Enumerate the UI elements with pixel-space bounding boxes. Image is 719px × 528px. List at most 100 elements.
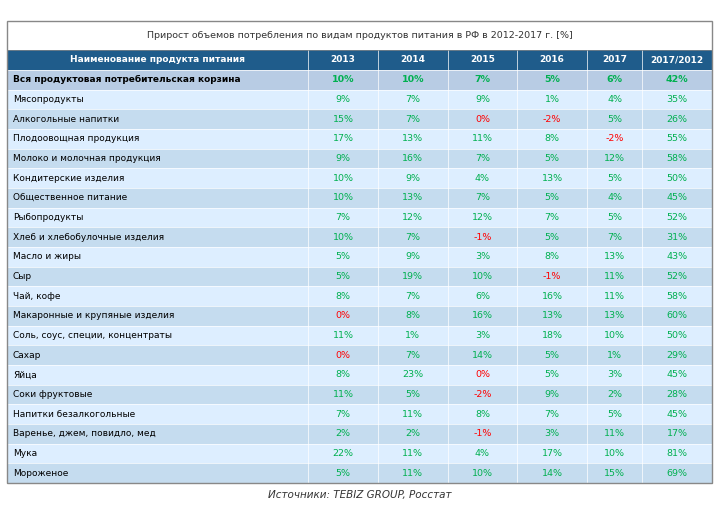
Text: 45%: 45% [667, 193, 687, 202]
Text: 15%: 15% [332, 115, 354, 124]
Text: 60%: 60% [667, 312, 687, 320]
Text: Соль, соус, специи, концентраты: Соль, соус, специи, концентраты [13, 331, 172, 340]
Text: 7%: 7% [545, 213, 559, 222]
Text: 17%: 17% [332, 134, 354, 143]
Text: Мороженое: Мороженое [13, 469, 68, 478]
Text: 42%: 42% [666, 75, 688, 84]
Text: 5%: 5% [544, 75, 560, 84]
Text: 9%: 9% [336, 154, 350, 163]
Text: 11%: 11% [332, 390, 354, 399]
Text: 5%: 5% [406, 390, 420, 399]
Text: Источники: TEBIZ GROUP, Росстат: Источники: TEBIZ GROUP, Росстат [267, 490, 452, 500]
Text: Плодоовощная продукция: Плодоовощная продукция [13, 134, 139, 143]
Text: 12%: 12% [402, 213, 423, 222]
Text: 10%: 10% [332, 193, 354, 202]
Text: Общественное питание: Общественное питание [13, 193, 127, 202]
Text: 9%: 9% [475, 95, 490, 104]
Text: Напитки безалкогольные: Напитки безалкогольные [13, 410, 135, 419]
Text: 6%: 6% [475, 291, 490, 300]
Bar [7, 227, 712, 247]
Text: 3%: 3% [607, 370, 622, 380]
Text: 13%: 13% [604, 252, 625, 261]
Text: 11%: 11% [472, 134, 493, 143]
Text: 8%: 8% [336, 291, 350, 300]
Text: Алкогольные напитки: Алкогольные напитки [13, 115, 119, 124]
Text: Яйца: Яйца [13, 370, 37, 380]
Text: 10%: 10% [472, 469, 493, 478]
Text: Молоко и молочная продукция: Молоко и молочная продукция [13, 154, 160, 163]
Text: 7%: 7% [475, 193, 490, 202]
Text: -1%: -1% [473, 429, 492, 438]
Text: 15%: 15% [604, 469, 625, 478]
Text: 11%: 11% [402, 469, 423, 478]
Text: 16%: 16% [541, 291, 563, 300]
Bar [7, 148, 712, 168]
Bar [7, 483, 712, 507]
Bar [7, 286, 712, 306]
Text: Мука: Мука [13, 449, 37, 458]
Bar [7, 444, 712, 464]
Text: -1%: -1% [543, 272, 562, 281]
Text: 58%: 58% [667, 291, 687, 300]
Bar [7, 208, 712, 227]
Text: 2015: 2015 [470, 55, 495, 64]
Text: 18%: 18% [541, 331, 563, 340]
Text: 2013: 2013 [331, 55, 355, 64]
Text: 8%: 8% [545, 252, 559, 261]
Text: 14%: 14% [472, 351, 493, 360]
Bar [7, 306, 712, 326]
Text: 14%: 14% [541, 469, 563, 478]
Text: 10%: 10% [472, 272, 493, 281]
Text: Прирост объемов потребления по видам продуктов питания в РФ в 2012-2017 г. [%]: Прирост объемов потребления по видам про… [147, 31, 572, 40]
Text: Мясопродукты: Мясопродукты [13, 95, 83, 104]
Bar [7, 247, 712, 267]
Text: 5%: 5% [607, 174, 622, 183]
Text: 5%: 5% [336, 252, 350, 261]
Text: 7%: 7% [406, 291, 420, 300]
Bar [7, 326, 712, 345]
Text: 35%: 35% [667, 95, 687, 104]
Text: 10%: 10% [331, 75, 354, 84]
Text: -1%: -1% [473, 233, 492, 242]
Text: 81%: 81% [667, 449, 687, 458]
Text: 9%: 9% [406, 252, 420, 261]
Text: 11%: 11% [402, 410, 423, 419]
Text: 43%: 43% [667, 252, 687, 261]
Text: 17%: 17% [541, 449, 563, 458]
Text: Варенье, джем, повидло, мед: Варенье, джем, повидло, мед [13, 429, 156, 438]
Text: 19%: 19% [402, 272, 423, 281]
Text: 2017: 2017 [602, 55, 627, 64]
Text: 2%: 2% [607, 390, 622, 399]
Text: Наименование продукта питания: Наименование продукта питания [70, 55, 245, 64]
Text: 22%: 22% [332, 449, 354, 458]
Text: 9%: 9% [406, 174, 420, 183]
Text: Кондитерские изделия: Кондитерские изделия [13, 174, 124, 183]
Text: 3%: 3% [544, 429, 559, 438]
Text: 9%: 9% [336, 95, 350, 104]
Text: 5%: 5% [336, 272, 350, 281]
Bar [7, 345, 712, 365]
Bar [7, 404, 712, 424]
Text: 1%: 1% [406, 331, 420, 340]
Text: -2%: -2% [605, 134, 624, 143]
Text: Рыбопродукты: Рыбопродукты [13, 213, 83, 222]
Text: 16%: 16% [402, 154, 423, 163]
Text: 7%: 7% [406, 233, 420, 242]
Text: 8%: 8% [475, 410, 490, 419]
Text: 0%: 0% [475, 115, 490, 124]
Bar [7, 70, 712, 90]
Text: 13%: 13% [541, 312, 563, 320]
Text: 6%: 6% [607, 75, 623, 84]
Text: 0%: 0% [475, 370, 490, 380]
Text: 5%: 5% [545, 193, 559, 202]
Text: 7%: 7% [336, 410, 350, 419]
Text: 10%: 10% [401, 75, 424, 84]
Text: 2%: 2% [406, 429, 420, 438]
Text: 13%: 13% [402, 193, 423, 202]
Bar [7, 385, 712, 404]
Text: 4%: 4% [475, 174, 490, 183]
Text: 7%: 7% [475, 154, 490, 163]
Text: 10%: 10% [604, 449, 625, 458]
Text: 10%: 10% [332, 233, 354, 242]
Text: 5%: 5% [545, 233, 559, 242]
